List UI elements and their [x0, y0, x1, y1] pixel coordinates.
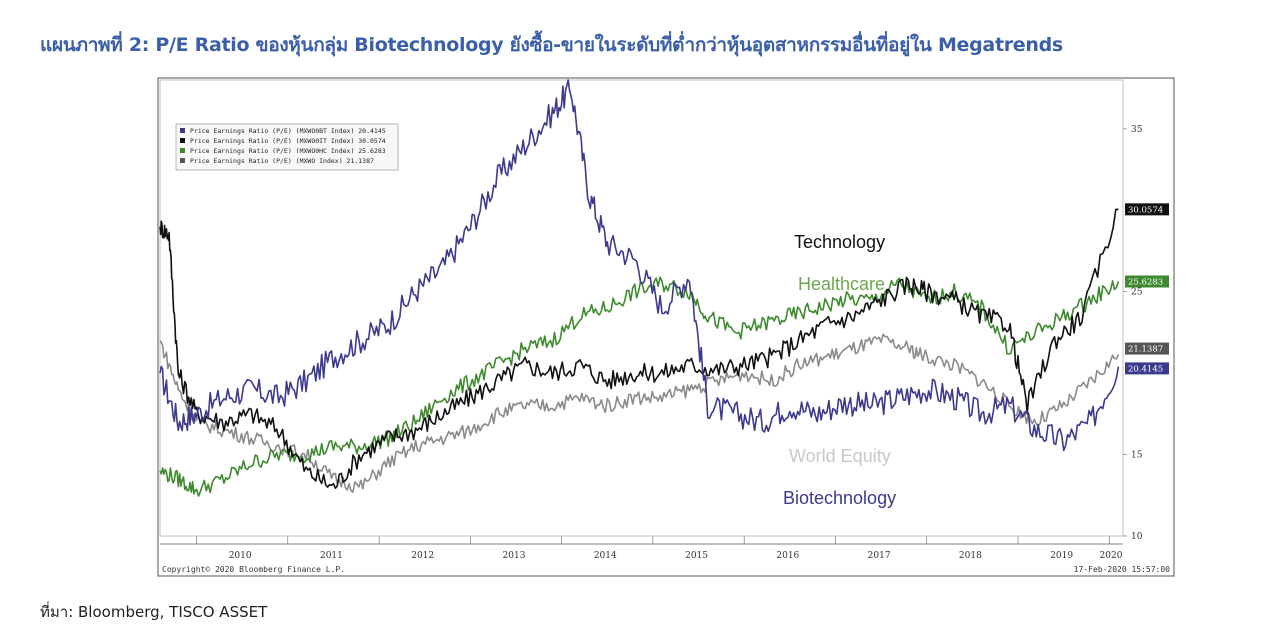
series-lines — [159, 79, 1120, 497]
legend-label: Price Earnings Ratio (P/E) (MXWO0IT Inde… — [190, 137, 386, 145]
x-tick-label: 2016 — [776, 551, 799, 561]
timestamp-text: 17-Feb-2020 15:57:00 — [1074, 565, 1171, 574]
tag-technology: 30.0574 — [1128, 205, 1163, 215]
x-tick-label: 2014 — [594, 551, 617, 561]
series-line-healthcare — [159, 276, 1120, 497]
y-tick-label: 35 — [1131, 125, 1143, 135]
series-line-biotechnology — [159, 79, 1120, 452]
last-value-tags: 20.4145 30.0574 25.6283 21.1387 — [1125, 203, 1169, 375]
y-axis-ticks: 10 15 25 35 — [1123, 125, 1143, 542]
tag-biotechnology: 20.4145 — [1128, 364, 1163, 374]
x-tick-label: 2012 — [411, 551, 434, 561]
legend-label: Price Earnings Ratio (P/E) (MXWO0BT Inde… — [190, 127, 386, 135]
x-tick-label: 2010 — [229, 551, 252, 561]
legend: Price Earnings Ratio (P/E) (MXWO0BT Inde… — [175, 123, 399, 171]
x-tick-label: 2015 — [685, 551, 708, 561]
legend-label: Price Earnings Ratio (P/E) (MXWO0HC Inde… — [190, 147, 386, 155]
series-line-technology — [159, 208, 1119, 489]
x-tick-label: 2011 — [320, 551, 343, 561]
copyright-text: Copyright© 2020 Bloomberg Finance L.P. — [162, 565, 345, 574]
legend-label: Price Earnings Ratio (P/E) (MXWO Index) … — [190, 157, 374, 165]
tag-world-equity: 21.1387 — [1128, 345, 1163, 355]
y-tick-label: 15 — [1131, 451, 1143, 461]
annotation-technology: Technology — [794, 232, 885, 252]
x-tick-label: 2019 — [1050, 551, 1073, 561]
x-tick-label: 2018 — [959, 551, 982, 561]
tag-biotechnology-bg — [1125, 362, 1169, 375]
legend-swatch-biotech — [180, 128, 185, 133]
tag-healthcare-bg — [1125, 275, 1169, 288]
tag-technology-bg — [1125, 203, 1169, 216]
annotation-healthcare: Healthcare — [798, 274, 885, 294]
y-tick-label: 25 — [1131, 288, 1143, 298]
x-tick-label: 2017 — [868, 551, 891, 561]
y-tick-label: 10 — [1131, 532, 1143, 542]
legend-swatch-tech — [180, 138, 185, 143]
tag-world-equity-bg — [1125, 342, 1169, 355]
pe-ratio-chart: 2010 2011 2012 2013 2014 2015 2016 2017 2018 2019… — [157, 77, 1175, 577]
annotation-biotechnology: Biotechnology — [783, 488, 896, 508]
legend-swatch-health — [180, 148, 185, 153]
legend-swatch-world — [180, 158, 185, 163]
source-note: ที่มา: Bloomberg, TISCO ASSET — [40, 603, 268, 621]
x-axis-ticks: 2010 2011 2012 2013 2014 2015 2016 2017 2018 2019… — [196, 536, 1123, 561]
x-tick-label: 2020 — [1100, 551, 1123, 561]
page-title: แผนภาพที่ 2: P/E Ratio ของหุ้นกลุ่ม Biot… — [40, 34, 1063, 56]
tag-healthcare: 25.6283 — [1128, 277, 1163, 287]
x-tick-label: 2013 — [503, 551, 526, 561]
annotation-world-equity: World Equity — [789, 446, 891, 466]
